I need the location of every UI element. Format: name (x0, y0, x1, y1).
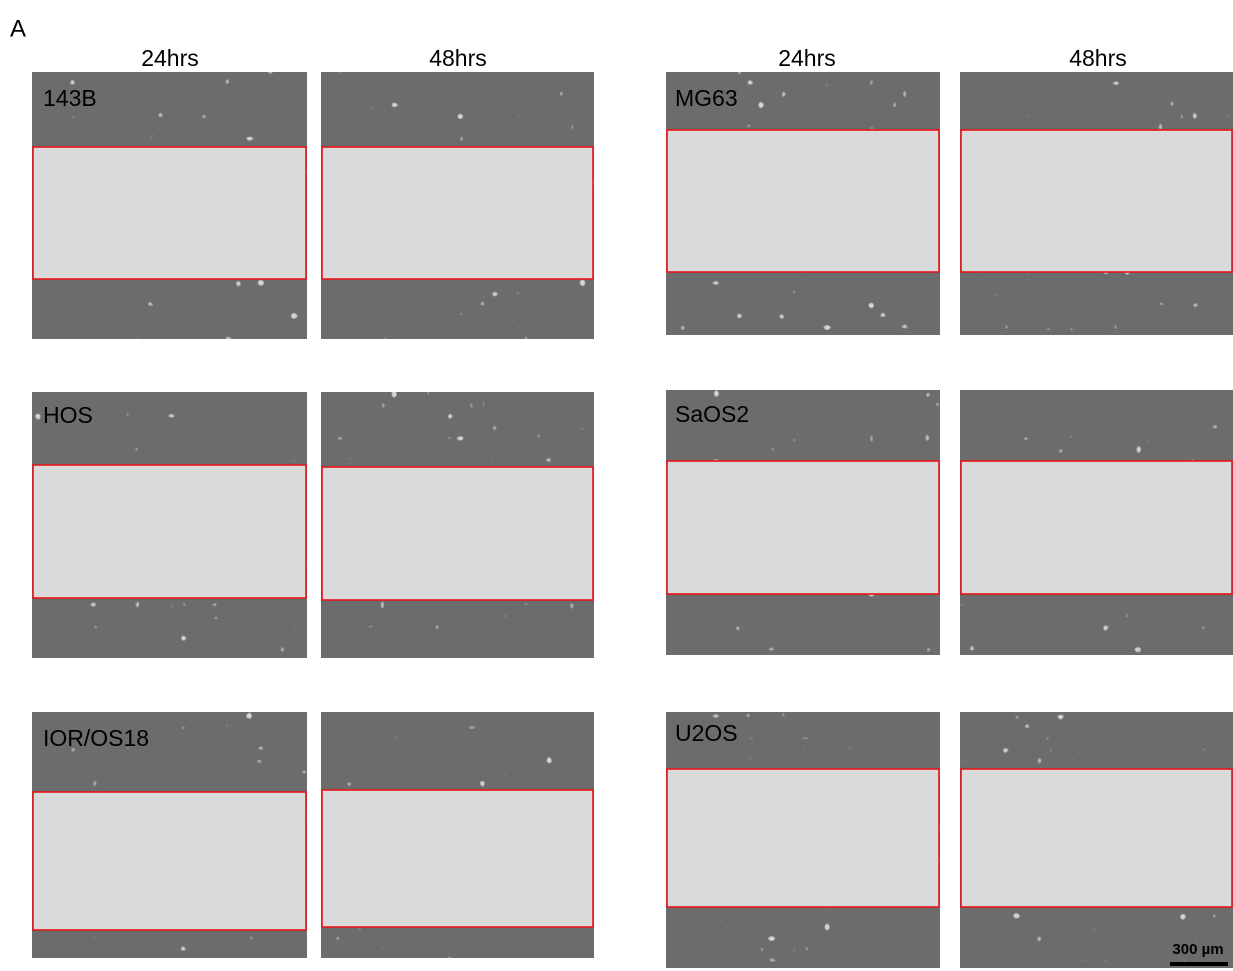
wound-gap (667, 461, 939, 594)
micrograph (960, 712, 1233, 968)
cell-line-label: HOS (43, 402, 93, 428)
wound-gap (322, 790, 593, 927)
micrograph (321, 712, 594, 958)
scale-bar-label: 300 µm (1172, 941, 1223, 958)
wound-gap (667, 769, 939, 907)
cell-line-label: SaOS2 (675, 401, 749, 427)
column-header: 24hrs (141, 45, 199, 71)
micrograph (321, 392, 594, 658)
wound-gap (322, 467, 593, 600)
micrograph (960, 390, 1233, 655)
micrograph (666, 72, 940, 335)
cell-line-label: U2OS (675, 720, 738, 746)
cell-line-label: IOR/OS18 (43, 725, 149, 751)
wound-gap (322, 147, 593, 279)
micrograph (666, 390, 940, 655)
panel-label: A (10, 15, 26, 42)
micrograph (666, 712, 940, 968)
micrograph (960, 72, 1233, 335)
wound-gap (33, 147, 306, 279)
wound-gap (33, 465, 306, 598)
column-header: 48hrs (429, 45, 487, 71)
wound-gap (667, 130, 939, 272)
micrograph (32, 72, 307, 339)
micrograph (32, 392, 307, 658)
cell-line-label: MG63 (675, 85, 738, 111)
wound-gap (33, 792, 306, 930)
wound-gap (961, 130, 1232, 272)
wound-gap (961, 461, 1232, 594)
column-header: 48hrs (1069, 45, 1127, 71)
wound-gap (961, 769, 1232, 907)
micrograph (321, 72, 594, 339)
scale-bar (1170, 962, 1228, 966)
cell-line-label: 143B (43, 85, 97, 111)
figure: A 24hrs 48hrs 24hrs 48hrs 143B MG63 HOS SaO… (0, 0, 1233, 971)
column-header: 24hrs (778, 45, 836, 71)
